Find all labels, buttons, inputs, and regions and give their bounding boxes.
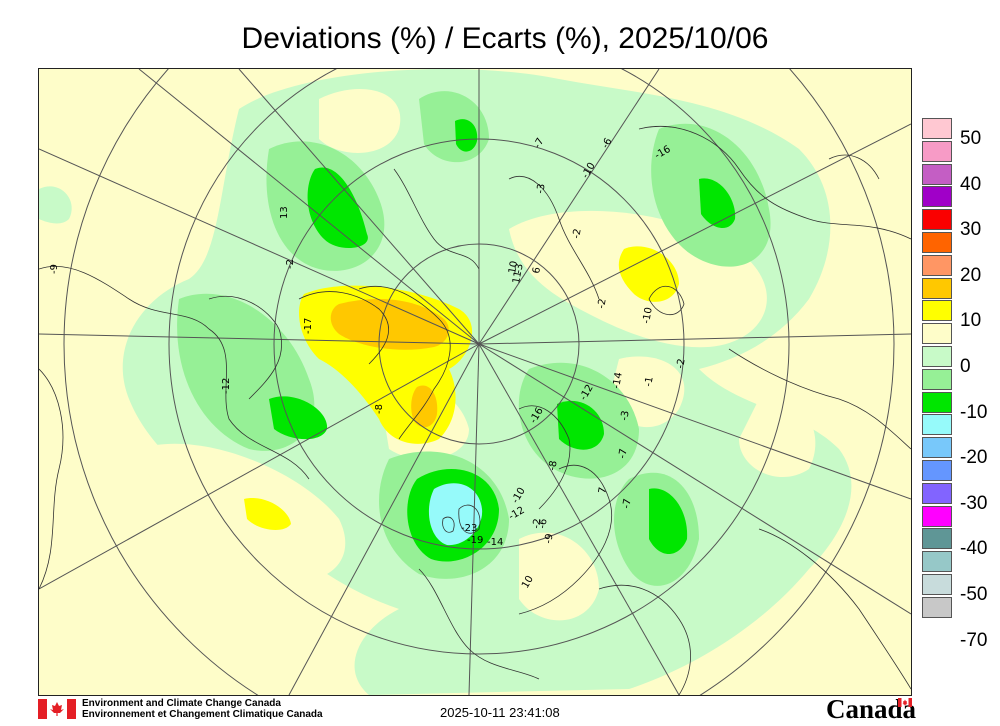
wordmark-flag-icon [898,698,912,707]
legend-label: -20 [960,447,988,469]
legend-swatch [922,596,952,618]
station-label: -10 [641,307,655,325]
legend-swatch [922,368,952,390]
station-label: -17 [303,318,314,334]
station-label: -2 [531,518,544,530]
legend-swatch [922,186,952,208]
station-label: -3 [513,263,526,275]
station-label: -9 [49,264,60,274]
legend-label: -30 [960,492,988,514]
station-label: -7 [621,498,634,510]
legend-swatch [922,254,952,276]
legend-swatch [922,277,952,299]
station-label: -6 [600,136,615,150]
legend-swatch [922,209,952,231]
canada-flag-icon [38,699,76,719]
station-label: -1 [643,376,656,388]
anomaly-field-svg: -9 13 -2 -7 -6 -16 -10 -3 -2 6 -10 11 -2… [39,69,911,695]
legend-swatch [922,118,952,139]
org-name-english: Environment and Climate Change Canada [82,698,281,709]
station-label: -2 [675,358,688,370]
legend-label: -50 [960,584,988,605]
anomaly-negative-10-bands [177,91,771,586]
polar-stereographic-map: -9 13 -2 -7 -6 -16 -10 -3 -2 6 -10 11 -2… [38,68,912,696]
legend-label: 0 [960,356,971,377]
station-label: -8 [547,460,560,472]
anomaly-positive-20-cores [330,299,449,428]
legend-swatch [922,573,952,595]
station-label: -2 [571,228,584,240]
station-values: -9 13 -2 -7 -6 -16 -10 -3 -2 6 -10 11 -2… [49,136,688,590]
station-label: -14 [487,537,503,548]
station-label: -7 [532,136,547,150]
station-label: -3 [619,410,632,422]
legend-swatch [922,323,952,345]
legend-swatch [922,345,952,367]
org-name-french: Environnement et Changement Climatique C… [82,709,323,720]
legend-swatch [922,551,952,573]
station-label: -14 [611,372,625,390]
station-label: -2 [596,298,609,310]
legend-swatch [922,528,952,550]
legend-swatch [922,391,952,413]
station-label: 11 [511,270,524,284]
legend-label: 10 [960,310,982,332]
station-label: -3 [535,183,548,195]
station-label: -2 [285,259,296,269]
coastlines [39,126,911,695]
legend-swatch [922,482,952,504]
legend-swatch [922,231,952,253]
generated-timestamp: 2025-10-11 23:41:08 [440,705,560,720]
legend-label: 30 [960,219,982,241]
legend-label: 40 [960,173,982,195]
station-label: 13 [279,206,290,219]
station-label: 6 [531,266,543,274]
anomaly-negative-10-cores [269,119,736,562]
legend-swatch [922,163,952,185]
station-label: -9 [543,533,556,545]
station-label: -8 [374,404,385,414]
anomaly-negative-20-region [428,483,483,546]
legend-label: 20 [960,264,982,286]
legend-label: -40 [960,538,988,560]
legend-swatch [922,300,952,322]
color-legend [922,118,954,620]
legend-swatch [922,505,952,527]
station-label: 10 [507,260,520,274]
station-label: -23 [461,523,477,534]
legend-label: -70 [960,629,988,651]
legend-swatch [922,459,952,481]
station-label: -6 [537,518,550,530]
station-label: -7 [617,448,630,460]
map-title: Deviations (%) / Ecarts (%), 2025/10/06 [241,22,769,55]
graticule [39,69,911,695]
station-label: -12 [221,378,232,394]
legend-swatch [922,414,952,436]
legend-swatch [922,140,952,162]
station-label: -19 [467,535,483,546]
legend-label: 50 [960,128,982,149]
station-label: 7 [597,486,609,494]
legend-swatch [922,437,952,459]
legend-label: -10 [960,401,988,423]
